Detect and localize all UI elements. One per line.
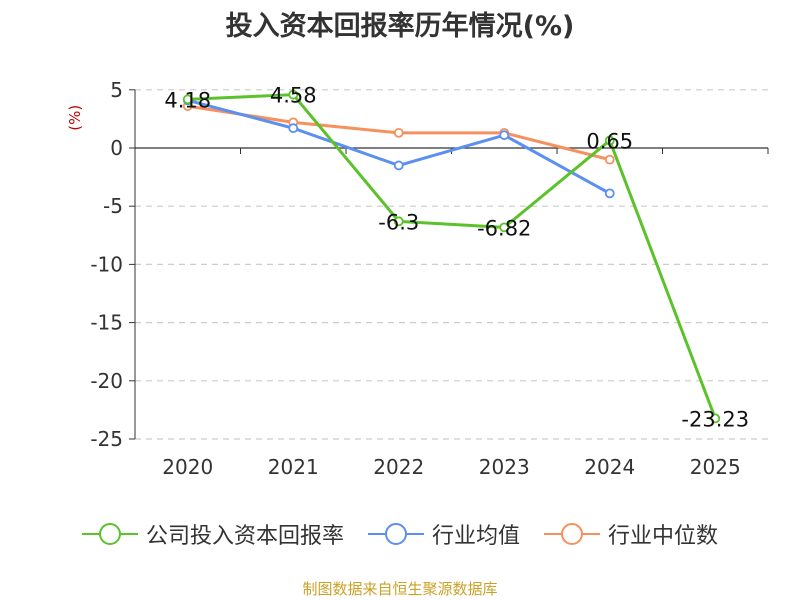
data-label: 4.58 [270,84,317,108]
data-point [604,188,615,199]
series-line [187,93,717,419]
y-tick-label: -20 [90,369,123,393]
data-point [393,160,404,171]
chart-title: 投入资本回报率历年情况(%) [225,11,575,42]
legend-marker-industry-median [561,523,583,545]
data-label: 0.65 [586,129,633,153]
data-point [182,94,193,105]
legend-swatch-industry-median [544,522,600,546]
x-tick-label: 2022 [373,455,424,479]
data-point [499,222,510,233]
x-tick-label: 2023 [479,455,530,479]
x-tick-label: 2021 [268,455,319,479]
data-point [604,135,615,146]
legend-marker-industry-mean [384,523,407,545]
data-point [288,123,299,134]
y-tick-label: -25 [90,427,123,451]
data-point [393,127,404,138]
y-tick-label: -10 [90,252,123,276]
legend-item-industry-median[interactable]: 行业中位数 [544,518,718,550]
y-tick-label: 5 [110,78,123,102]
legend-item-industry-mean[interactable]: 行业均值 [367,518,520,550]
legend-label-industry-mean: 行业均值 [431,524,520,549]
data-label: 4.18 [164,88,211,112]
legend-swatch-company [81,522,138,546]
x-tick-label: 2024 [584,455,635,479]
x-tick-label: 2020 [162,455,213,479]
legend-label-industry-median: 行业中位数 [608,524,719,549]
chart-legend: 公司投入资本回报率 行业均值 行业中位数 [0,518,800,550]
legend-label-company: 公司投入资本回报率 [145,524,344,549]
legend-swatch-industry-mean [367,522,424,546]
y-tick-label: -15 [90,311,123,335]
data-point [710,413,721,424]
y-tick-label: 0 [110,136,123,160]
data-label: -23.23 [681,407,749,431]
data-label: -6.82 [477,216,531,240]
y-tick-label: -5 [103,194,123,218]
x-tick-label: 2025 [690,455,741,479]
data-point [499,130,510,141]
legend-item-company[interactable]: 公司投入资本回报率 [81,518,344,550]
data-point [288,89,299,100]
series-line [187,98,611,195]
y-axis-label: (%) [66,105,84,131]
data-point [604,154,615,165]
data-point [393,216,404,227]
legend-marker-company [98,523,121,545]
data-label: -6.3 [378,210,419,234]
data-source-note: 制图数据来自恒生聚源数据库 [302,580,498,598]
